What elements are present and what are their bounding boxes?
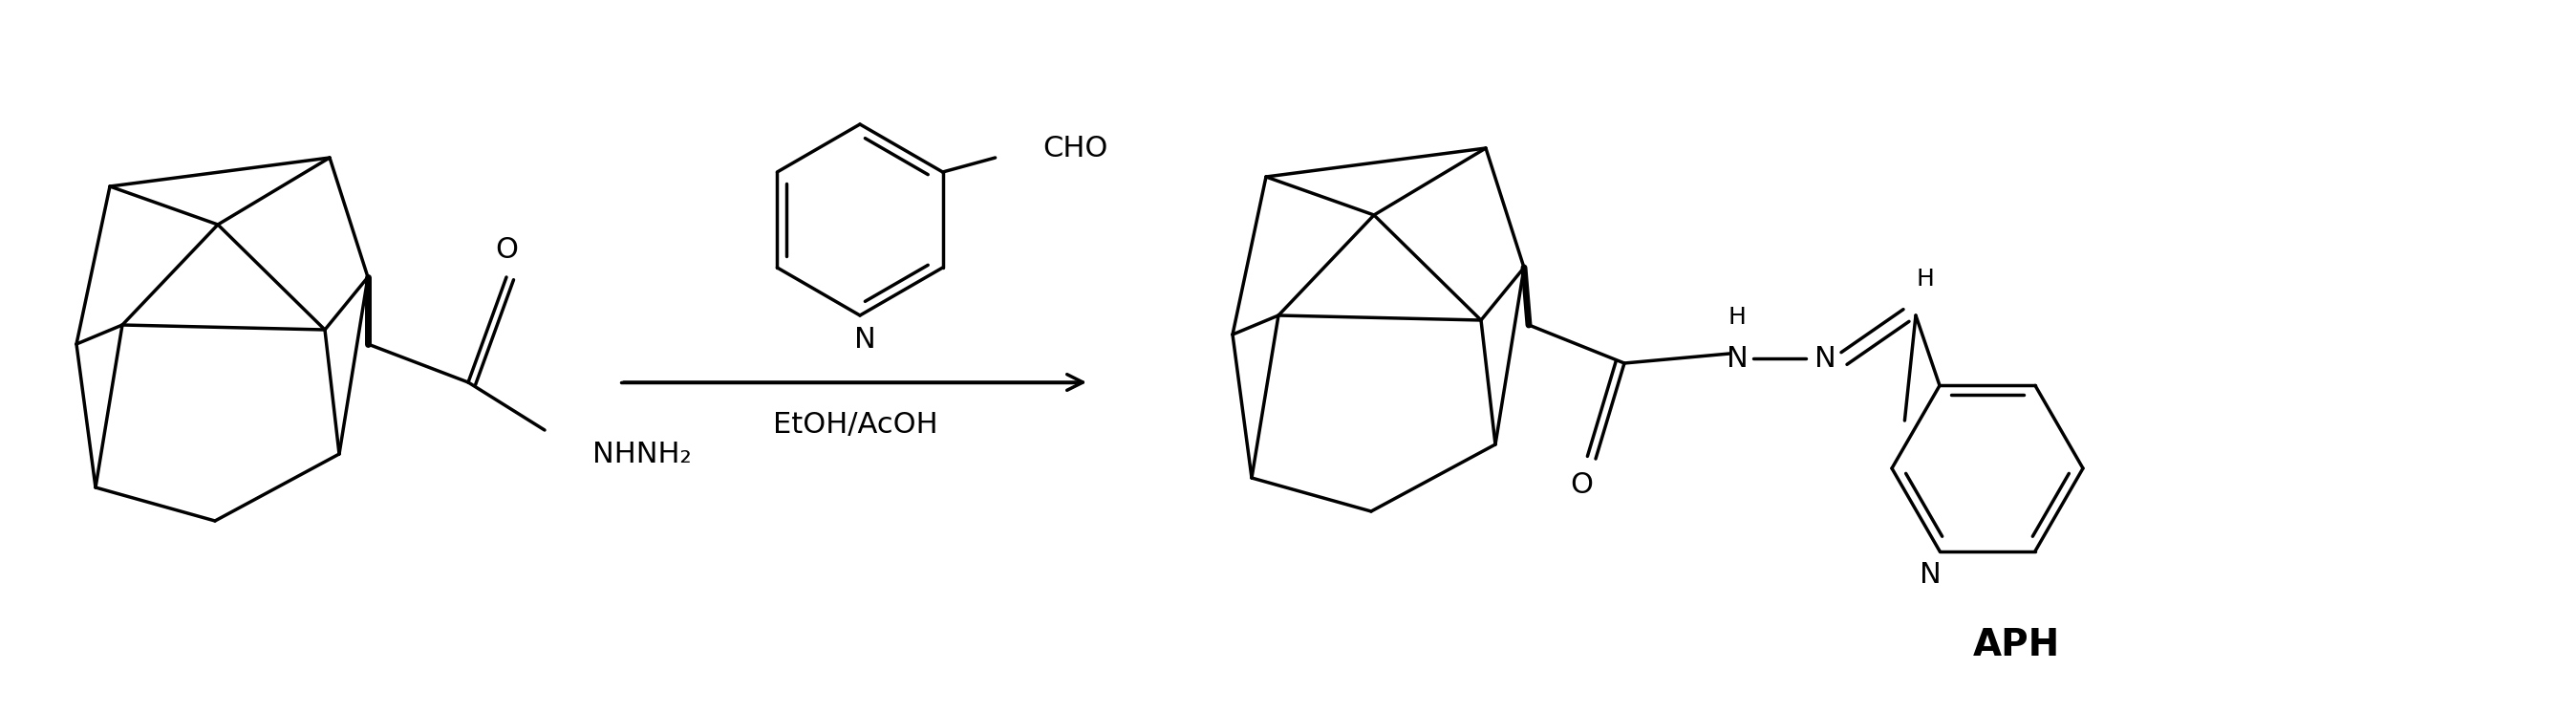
Text: N: N [1814,344,1837,372]
Text: H: H [1728,306,1747,329]
Text: EtOH/AcOH: EtOH/AcOH [773,411,938,439]
Text: N: N [1919,561,1940,589]
Text: N: N [853,325,876,353]
Text: N: N [1726,344,1749,372]
Text: O: O [1569,472,1592,499]
Text: APH: APH [1973,627,2061,663]
Text: NHNH₂: NHNH₂ [592,440,690,468]
Text: CHO: CHO [1043,134,1108,162]
Text: O: O [495,237,518,265]
Text: H: H [1917,267,1935,291]
